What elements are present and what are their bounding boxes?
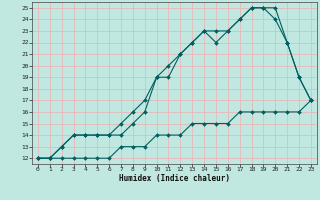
X-axis label: Humidex (Indice chaleur): Humidex (Indice chaleur) (119, 174, 230, 183)
